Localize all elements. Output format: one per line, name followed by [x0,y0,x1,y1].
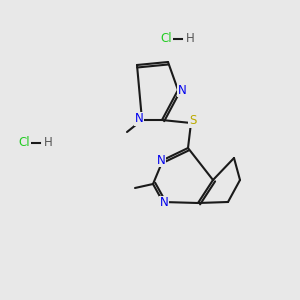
Text: N: N [157,154,165,166]
Text: H: H [186,32,194,46]
Text: Cl: Cl [160,32,172,46]
Text: N: N [135,112,143,125]
Text: Cl: Cl [18,136,30,149]
Text: N: N [178,83,186,97]
Text: H: H [44,136,52,149]
Text: S: S [189,115,197,128]
Text: N: N [160,196,168,209]
